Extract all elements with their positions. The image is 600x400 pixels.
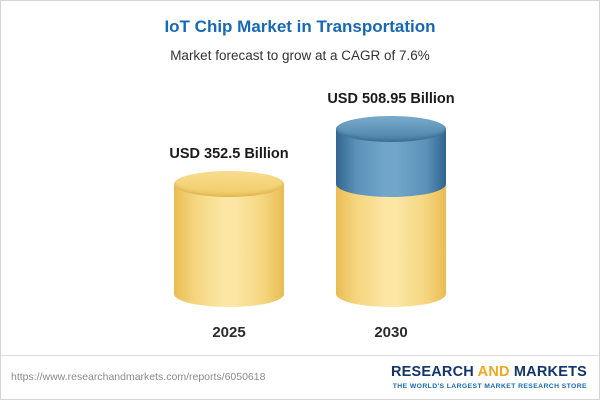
logo-word-research: RESEARCH xyxy=(390,364,474,381)
cylinder-2030: 2030 xyxy=(336,116,446,341)
category-label-2025: 2025 xyxy=(212,324,246,341)
cylinder-top-cap xyxy=(336,116,446,142)
value-label-2025: USD 352.5 Billion xyxy=(169,146,289,162)
logo-word-and: AND xyxy=(477,364,510,381)
research-and-markets-logo: RESEARCH AND MARKETS THE WORLD'S LARGEST… xyxy=(390,364,587,390)
bar-group-2030: USD 508.95 Billion 2030 xyxy=(321,91,461,341)
value-label-2030: USD 508.95 Billion xyxy=(327,91,455,107)
cylinder-body-gold xyxy=(174,184,284,307)
logo-tagline: THE WORLD'S LARGEST MARKET RESEARCH STOR… xyxy=(392,383,587,390)
footer-divider xyxy=(1,355,599,356)
bar-group-2025: USD 352.5 Billion 2025 xyxy=(159,146,299,341)
cylinder-segment-gold xyxy=(336,184,446,307)
cylinder-2025: 2025 xyxy=(174,171,284,341)
logo-word-markets: MARKETS xyxy=(513,364,587,381)
category-label-2030: 2030 xyxy=(374,324,408,341)
report-url-link[interactable]: https://www.researchandmarkets.com/repor… xyxy=(11,371,266,383)
cylinder-top-cap xyxy=(174,171,284,197)
chart-title: IoT Chip Market in Transportation xyxy=(164,17,436,36)
logo-wordmark: RESEARCH AND MARKETS xyxy=(390,364,587,381)
chart-subtitle: Market forecast to grow at a CAGR of 7.6… xyxy=(170,48,430,63)
